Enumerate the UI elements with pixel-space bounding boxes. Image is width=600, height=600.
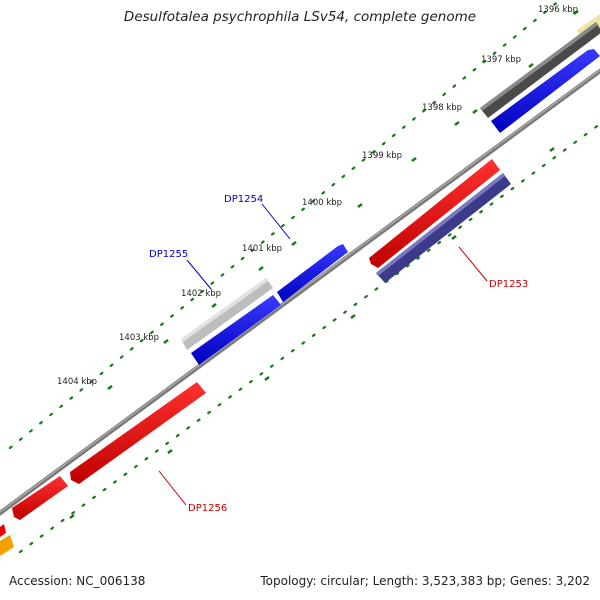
gene-label-dp1255[interactable]: DP1255 — [149, 249, 188, 260]
feature-gray-dark[interactable] — [480, 22, 600, 118]
gene-label-dp1256[interactable]: DP1256 — [188, 503, 227, 514]
gene-dp1255[interactable] — [191, 295, 281, 365]
gene-dp1254[interactable] — [277, 244, 348, 302]
tick-label-1399: 1399 kbp — [362, 151, 402, 161]
accession-text: Accession: NC_006138 — [9, 574, 146, 588]
gene-purple[interactable] — [376, 173, 511, 283]
tick-label-1397: 1397 kbp — [481, 55, 521, 65]
leader-dp1254 — [261, 203, 291, 240]
tick-label-1403: 1403 kbp — [119, 333, 159, 343]
leader-dp1256 — [158, 470, 187, 506]
genome-summary-text: Topology: circular; Length: 3,523,383 bp… — [260, 574, 590, 588]
inner-tick-track — [18, 122, 600, 554]
tick-label-1401: 1401 kbp — [242, 244, 282, 254]
gene-red-small[interactable] — [12, 476, 68, 520]
map-title: Desulfotalea psychrophila LSv54, complet… — [123, 9, 477, 25]
gene-label-dp1253[interactable]: DP1253 — [489, 279, 528, 290]
leader-dp1255 — [186, 259, 212, 290]
feature-light-gray[interactable] — [181, 278, 273, 350]
tick-label-1402: 1402 kbp — [181, 289, 221, 299]
tick-label-1404: 1404 kbp — [57, 377, 97, 387]
gene-dp1256[interactable] — [70, 382, 206, 484]
tick-label-1400: 1400 kbp — [302, 198, 342, 208]
feature-orange[interactable] — [0, 535, 14, 556]
genome-backbone-highlight — [0, 69, 600, 513]
leader-dp1253 — [458, 246, 488, 282]
gene-dp1253-red[interactable] — [369, 159, 500, 268]
tick-label-1398: 1398 kbp — [422, 103, 462, 113]
major-tick-marks — [69, 9, 579, 520]
gene-blue-upper[interactable] — [491, 49, 600, 133]
outer-tick-track — [8, 0, 562, 450]
gene-label-dp1254[interactable]: DP1254 — [224, 194, 263, 205]
tick-label-1396: 1396 kbp — [538, 5, 578, 15]
gene-red-edge[interactable] — [0, 524, 6, 537]
genome-backbone — [0, 68, 600, 516]
